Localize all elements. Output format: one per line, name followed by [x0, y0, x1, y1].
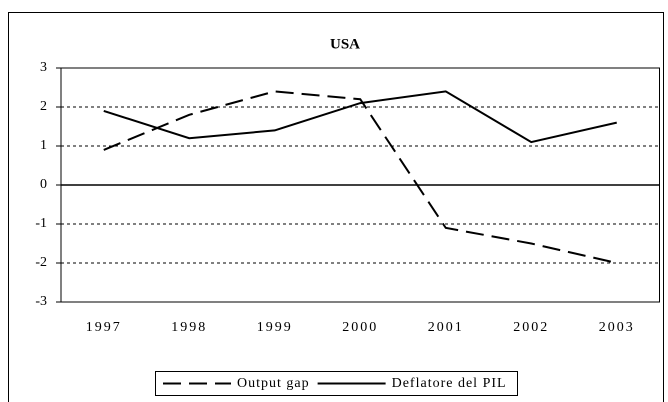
- series-line: [103, 90, 617, 144]
- y-tick-label: 1: [40, 138, 47, 153]
- x-tick-label: 2001: [428, 320, 464, 335]
- x-tick-label: 1999: [257, 320, 293, 335]
- series-line: [103, 90, 617, 264]
- y-tick-label: -1: [35, 216, 47, 231]
- x-tick-label: 2002: [513, 320, 549, 335]
- y-tick-label: -2: [35, 255, 47, 270]
- x-tick-label: 2000: [342, 320, 378, 335]
- chart-title: USA: [330, 36, 360, 52]
- y-tick-label: 2: [40, 99, 47, 114]
- x-tick-label: 1997: [86, 320, 122, 335]
- y-tick-label: 3: [40, 60, 47, 75]
- y-tick-label: 0: [40, 177, 47, 192]
- x-tick-label: 2003: [599, 320, 635, 335]
- legend-label: Deflatore del PIL: [392, 376, 507, 391]
- x-tick-label: 1998: [171, 320, 207, 335]
- legend-label: Output gap: [237, 376, 310, 391]
- chart-frame: [8, 12, 664, 402]
- y-tick-label: -3: [35, 294, 47, 309]
